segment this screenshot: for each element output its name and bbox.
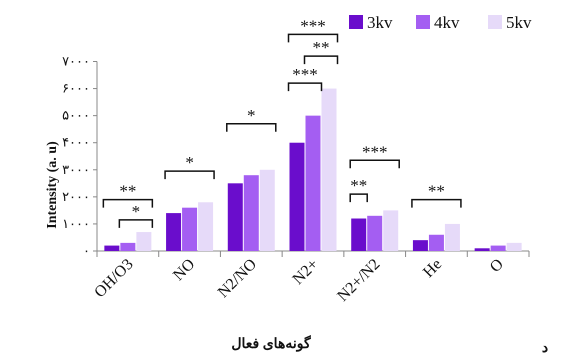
bar — [227, 183, 243, 251]
legend-swatch — [416, 15, 430, 29]
significance-label: * — [247, 106, 256, 125]
significance-bracket — [287, 82, 323, 92]
x-tick-label: N2+/N2 — [334, 256, 383, 305]
bar — [120, 242, 136, 251]
bar — [305, 115, 321, 252]
legend-swatch — [349, 15, 363, 29]
significance-bracket — [411, 198, 462, 208]
y-axis-title: Intensity (a. u) — [45, 141, 60, 229]
y-tick-label: ۵۰۰۰ — [62, 108, 90, 123]
bar — [506, 242, 522, 251]
significance-label: *** — [300, 16, 326, 35]
significance-bracket — [164, 170, 215, 180]
significance-label: ** — [313, 38, 330, 57]
significance-bracket — [349, 193, 368, 203]
bars — [104, 88, 522, 252]
bar — [243, 175, 259, 251]
panel-label: د — [542, 341, 548, 356]
bar — [289, 142, 305, 251]
bar — [383, 210, 399, 251]
bar — [428, 234, 444, 251]
bar — [321, 88, 337, 251]
bar — [198, 202, 214, 251]
y-tick-label: ۰ — [83, 243, 90, 258]
legend-label: 4kv — [434, 13, 460, 32]
y-tick-label: ۳۰۰۰ — [62, 162, 90, 177]
legend-label: 5kv — [506, 13, 532, 32]
x-tick-label: O — [487, 256, 507, 276]
y-tick-label: ۶۰۰۰ — [62, 81, 90, 96]
y-tick-label: ۱۰۰۰ — [62, 216, 90, 231]
y-axis: ۰ ۱۰۰۰ ۲۰۰۰ ۳۰۰۰ ۴۰۰۰ ۵۰۰۰ ۶۰۰۰ ۷۰۰۰ — [62, 54, 98, 258]
bar — [490, 245, 506, 251]
bar — [367, 215, 383, 251]
x-tick-label: N2/NO — [215, 256, 260, 301]
bar — [412, 240, 428, 251]
bar — [182, 207, 198, 251]
significance-bracket — [102, 198, 154, 208]
legend-swatch — [488, 15, 502, 29]
y-tick-label: ۷۰۰۰ — [62, 54, 90, 69]
bar — [444, 223, 460, 251]
bar — [166, 213, 182, 251]
x-tick-label: OH/O3 — [91, 256, 136, 301]
x-axis: OH/O3 NO N2/NO N2+ N2+/N2 He O — [91, 250, 530, 305]
x-tick-label: N2+ — [290, 256, 322, 288]
significance-bracket — [287, 33, 339, 43]
significance-label: *** — [362, 142, 388, 161]
bar — [136, 232, 152, 251]
x-axis-title: گونه‌های فعال — [231, 335, 311, 352]
legend-label: 3kv — [367, 13, 393, 32]
significance-label: ** — [119, 182, 136, 201]
y-tick-label: ۲۰۰۰ — [62, 189, 90, 204]
significance-label: *** — [292, 65, 318, 84]
bar — [474, 248, 490, 251]
bar — [104, 245, 120, 251]
bar — [351, 218, 367, 251]
significance-label: ** — [350, 176, 367, 195]
significance-brackets: ****************** ** — [102, 16, 462, 228]
x-tick-label: He — [420, 256, 445, 281]
significance-bracket — [226, 123, 277, 132]
significance-bracket — [118, 219, 154, 228]
bar — [259, 169, 275, 251]
significance-label: * — [132, 202, 141, 221]
y-tick-label: ۴۰۰۰ — [62, 135, 90, 150]
significance-label: * — [185, 153, 194, 172]
significance-bracket — [303, 55, 339, 65]
x-tick-label: NO — [170, 256, 198, 284]
significance-bracket — [349, 159, 400, 169]
significance-label: ** — [428, 182, 445, 201]
legend: 3kv 4kv 5kv — [349, 13, 532, 32]
